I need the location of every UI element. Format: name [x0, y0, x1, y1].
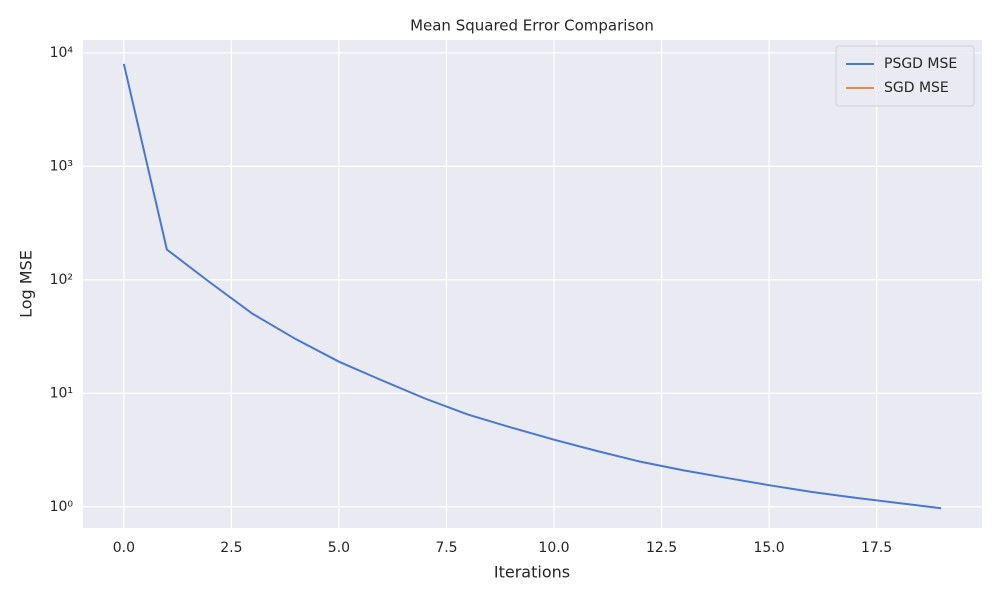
y-tick-label: 10¹	[50, 385, 73, 401]
chart-title: Mean Squared Error Comparison	[410, 17, 654, 35]
legend-label: PSGD MSE	[884, 56, 957, 72]
x-tick-label: 7.5	[435, 540, 457, 556]
x-tick-label: 12.5	[646, 540, 677, 556]
y-tick-label: 10⁴	[50, 45, 74, 61]
x-axis-label: Iterations	[494, 563, 570, 582]
x-tick-label: 2.5	[220, 540, 242, 556]
x-tick-label: 15.0	[753, 540, 784, 556]
y-tick-label: 10²	[50, 272, 73, 288]
y-axis-label: Log MSE	[17, 250, 36, 318]
x-tick-label: 17.5	[861, 540, 892, 556]
legend-box	[835, 45, 975, 107]
y-tick-label: 10³	[50, 158, 73, 174]
x-tick-label: 5.0	[328, 540, 350, 556]
y-tick-label: 10⁰	[50, 499, 74, 515]
line	[122, 63, 942, 510]
legend-label: SGD MSE	[884, 80, 949, 96]
plot-area	[83, 40, 982, 528]
x-tick-label: 0.0	[113, 540, 135, 556]
x-tick-label: 10.0	[538, 540, 569, 556]
